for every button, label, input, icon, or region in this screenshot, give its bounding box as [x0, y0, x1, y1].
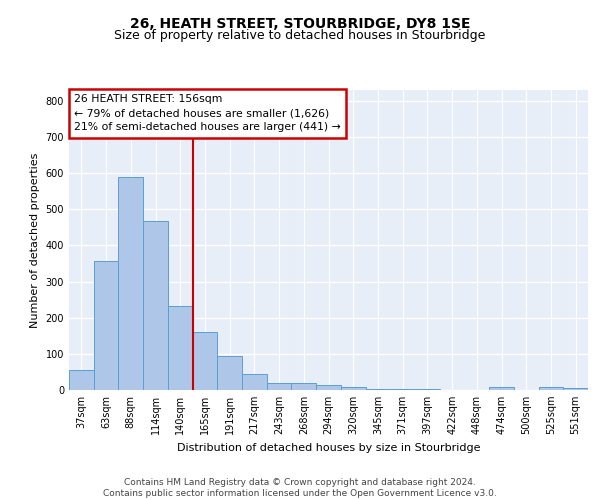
Bar — [143, 221, 168, 390]
Bar — [118, 176, 143, 390]
Bar — [390, 389, 415, 390]
Bar — [69, 370, 94, 390]
Bar — [292, 383, 316, 390]
Bar — [242, 374, 267, 390]
Bar — [365, 388, 390, 390]
Bar — [267, 383, 292, 390]
Text: 26, HEATH STREET, STOURBRIDGE, DY8 1SE: 26, HEATH STREET, STOURBRIDGE, DY8 1SE — [130, 18, 470, 32]
X-axis label: Distribution of detached houses by size in Stourbridge: Distribution of detached houses by size … — [177, 442, 480, 452]
Y-axis label: Number of detached properties: Number of detached properties — [30, 152, 40, 328]
Bar — [217, 356, 242, 390]
Bar — [193, 332, 217, 390]
Bar — [94, 261, 118, 390]
Bar — [489, 386, 514, 390]
Bar — [316, 384, 341, 390]
Bar — [563, 388, 588, 390]
Text: 26 HEATH STREET: 156sqm
← 79% of detached houses are smaller (1,626)
21% of semi: 26 HEATH STREET: 156sqm ← 79% of detache… — [74, 94, 341, 132]
Bar — [168, 306, 193, 390]
Bar — [341, 387, 365, 390]
Bar — [539, 386, 563, 390]
Text: Size of property relative to detached houses in Stourbridge: Size of property relative to detached ho… — [115, 29, 485, 42]
Text: Contains HM Land Registry data © Crown copyright and database right 2024.
Contai: Contains HM Land Registry data © Crown c… — [103, 478, 497, 498]
